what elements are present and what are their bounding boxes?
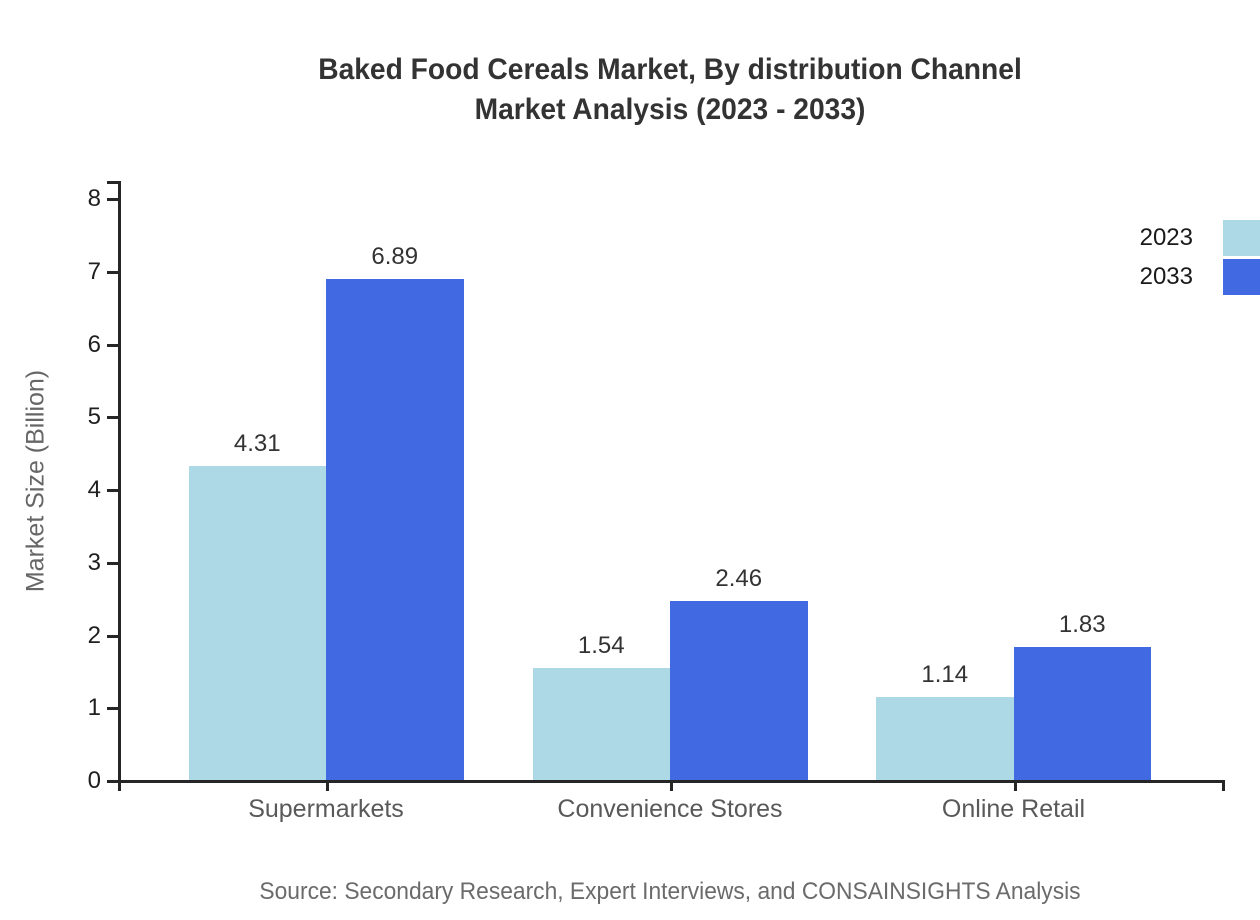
- y-tick: [107, 416, 118, 420]
- y-axis-end-tick: [107, 181, 118, 184]
- chart-title-line1: Baked Food Cereals Market, By distributi…: [318, 53, 1022, 86]
- chart-title: Baked Food Cereals Market, By distributi…: [151, 50, 1189, 130]
- bar-2033-convenience-stores: [670, 601, 808, 780]
- legend-item: 2023: [1140, 220, 1260, 256]
- x-axis-line: [112, 780, 1225, 783]
- y-tick-label: 6: [87, 330, 101, 358]
- y-tick: [107, 489, 118, 492]
- x-tick: [1013, 780, 1017, 791]
- bar-value-label: 1.83: [1058, 610, 1106, 638]
- legend: 2023 2033: [1140, 220, 1260, 298]
- chart-title-line2: Market Analysis (2023 - 2033): [474, 93, 866, 126]
- bar-2023-convenience-stores: [532, 667, 670, 780]
- y-tick-label: 7: [87, 257, 101, 285]
- bar-value-label: 1.54: [577, 631, 625, 659]
- legend-label: 2023: [1139, 224, 1193, 251]
- bar-value-label: 2.46: [715, 565, 763, 593]
- bar-2033-supermarkets: [326, 278, 464, 780]
- x-axis-category-label: Online Retail: [941, 795, 1086, 823]
- y-tick: [107, 707, 118, 711]
- bar-value-label: 4.31: [233, 430, 281, 458]
- y-axis-line: [118, 181, 121, 791]
- legend-swatch: [1223, 259, 1260, 295]
- x-tick: [326, 780, 329, 791]
- legend-swatch: [1223, 220, 1260, 256]
- y-tick-label: 4: [87, 476, 101, 503]
- bar-2023-supermarkets: [188, 466, 326, 780]
- x-axis-end-tick: [1222, 780, 1225, 791]
- x-tick: [670, 780, 673, 791]
- y-tick-label: 2: [87, 621, 101, 649]
- y-tick-label: 3: [87, 548, 101, 576]
- y-tick-label: 5: [87, 403, 101, 431]
- legend-item: 2033: [1140, 259, 1260, 295]
- y-tick: [107, 270, 118, 274]
- y-tick-label: 8: [87, 185, 101, 212]
- bar-2033-online-retail: [1013, 646, 1151, 780]
- y-tick-label: 1: [87, 694, 101, 722]
- x-axis-category-label: Supermarkets: [248, 795, 404, 823]
- y-tick-label: 0: [87, 767, 101, 794]
- y-tick: [107, 198, 118, 201]
- y-tick: [107, 343, 118, 347]
- bar-value-label: 1.14: [921, 661, 969, 689]
- legend-label: 2033: [1139, 263, 1193, 290]
- source-note: Source: Secondary Research, Expert Inter…: [259, 878, 1081, 905]
- bar-2023-online-retail: [876, 697, 1014, 780]
- y-tick: [107, 780, 118, 783]
- y-tick: [107, 561, 118, 565]
- y-tick: [107, 634, 118, 638]
- x-axis-category-label: Convenience Stores: [557, 795, 783, 823]
- bar-value-label: 6.89: [371, 242, 419, 270]
